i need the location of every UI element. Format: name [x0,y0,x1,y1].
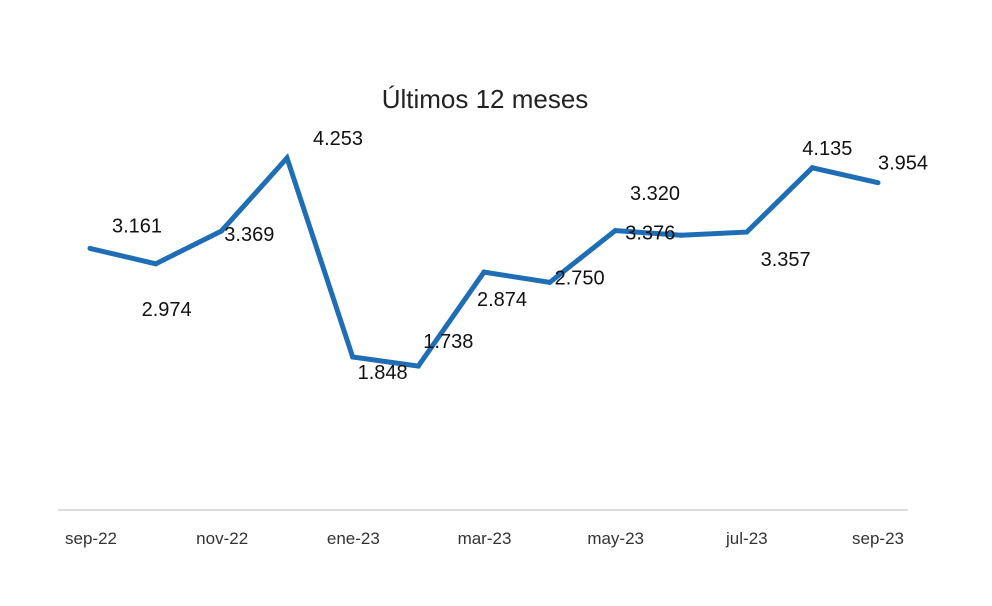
x-tick-label: jul-23 [725,529,768,548]
data-point [547,279,553,285]
x-axis-ticks: sep-22 nov-22 ene-23 mar-23 may-23 jul-23 sep-… [65,529,904,548]
x-tick-label: may-23 [587,529,644,548]
data-label: 2.974 [142,299,192,321]
data-point [415,363,421,369]
data-label: 3.320 [630,183,680,205]
data-point [481,269,487,275]
x-tick-label: mar-23 [458,529,512,548]
x-tick-label: sep-23 [852,529,904,548]
data-label: 4.253 [313,128,363,150]
data-label: 3.376 [625,223,675,245]
data-label: 3.161 [112,215,162,237]
data-point [678,232,684,238]
data-point [809,165,815,171]
data-label: 3.357 [761,249,811,271]
data-label: 1.738 [423,331,473,353]
data-label: 2.750 [555,267,605,289]
data-label: 3.954 [878,153,928,175]
data-point [744,229,750,235]
x-tick-label: nov-22 [196,529,248,548]
data-point [875,180,881,186]
data-point [87,245,93,251]
data-label: 4.135 [802,138,852,160]
data-point [284,155,290,161]
data-point [350,354,356,360]
data-point [218,228,224,234]
data-label: 3.369 [224,224,274,246]
data-label: 1.848 [358,362,408,384]
data-label: 2.874 [477,289,527,311]
x-tick-label: ene-23 [327,529,380,548]
chart-title: Últimos 12 meses [382,84,589,114]
x-tick-label: sep-22 [65,529,117,548]
data-point [612,228,618,234]
data-point [153,261,159,267]
